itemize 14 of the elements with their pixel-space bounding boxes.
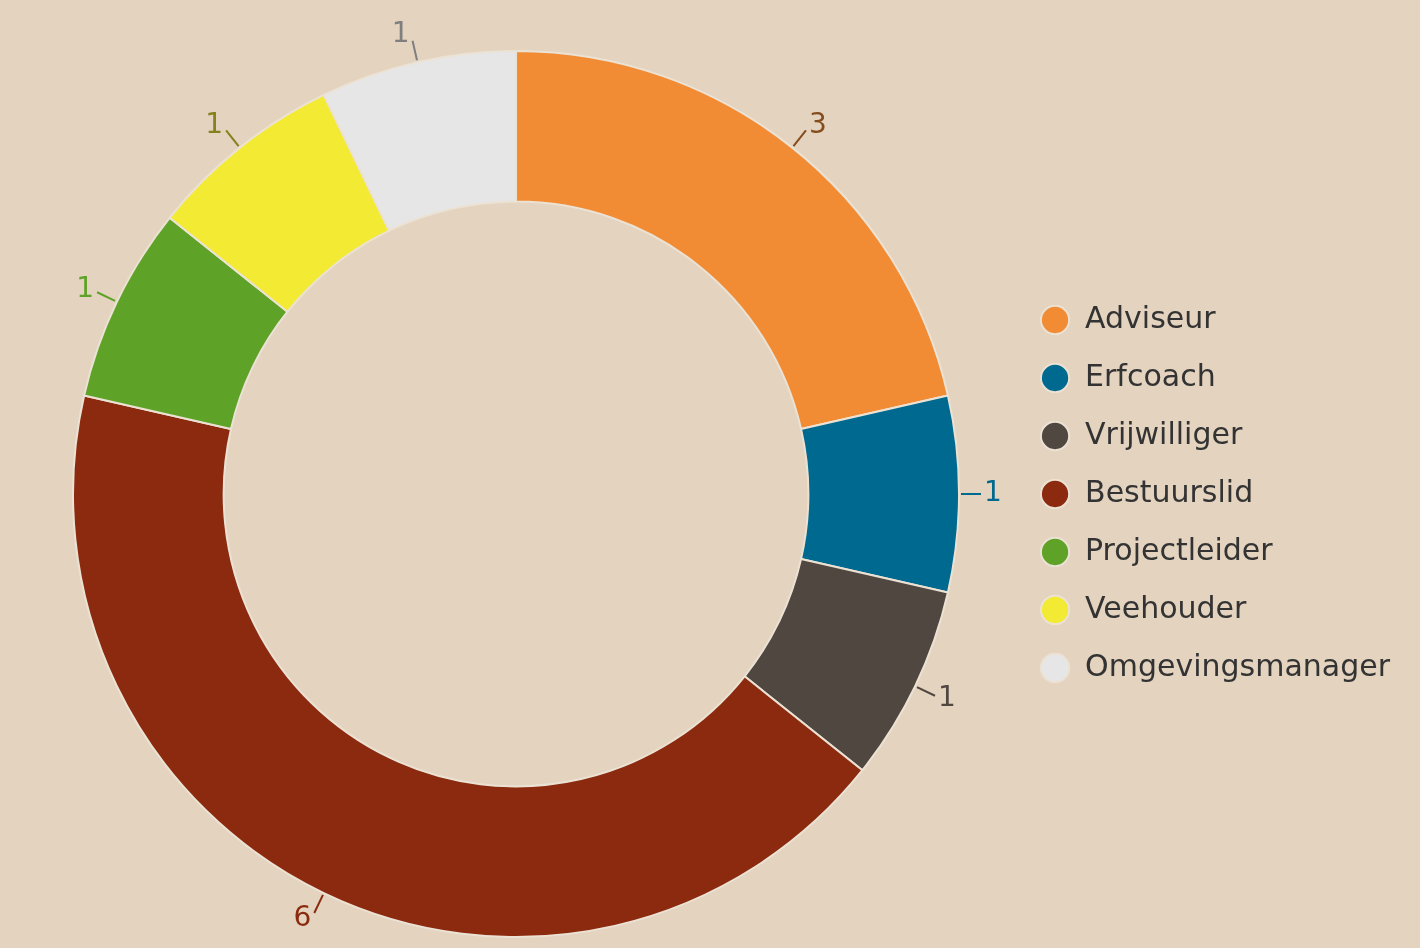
data-label: 1: [937, 679, 956, 713]
legend-label: Omgevingsmanager: [1085, 647, 1391, 683]
data-label: 1: [76, 270, 95, 304]
data-label: 3: [808, 107, 827, 141]
legend-label: Erfcoach: [1085, 357, 1216, 393]
data-label: 1: [984, 475, 1002, 509]
legend-label: Vrijwilliger: [1085, 415, 1243, 451]
legend-label: Adviseur: [1085, 299, 1217, 335]
legend-label: Bestuurslid: [1085, 473, 1254, 509]
legend-label: Veehouder: [1085, 589, 1248, 625]
data-label: 6: [293, 899, 312, 933]
legend-label: Projectleider: [1085, 531, 1274, 567]
data-label: 1: [391, 16, 410, 50]
data-label: 1: [205, 107, 224, 141]
